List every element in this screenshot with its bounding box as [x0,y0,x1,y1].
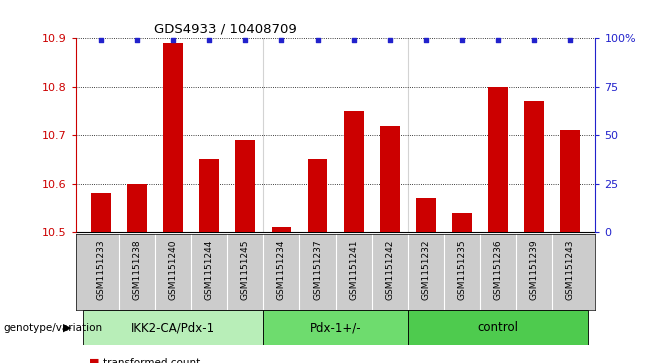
Bar [163,43,183,232]
Point [313,37,323,43]
Bar [380,126,399,232]
Point [420,37,431,43]
Bar [236,140,255,232]
Text: GSM1151235: GSM1151235 [457,240,467,300]
Text: GSM1151236: GSM1151236 [494,240,503,300]
Text: genotype/variation: genotype/variation [3,323,103,333]
Point [348,37,359,43]
Bar [416,198,436,232]
Text: Pdx-1+/-: Pdx-1+/- [310,321,361,334]
Bar [452,213,472,232]
Point [168,37,178,43]
Bar [272,228,291,232]
Text: GSM1151239: GSM1151239 [530,240,539,300]
Point [276,37,287,43]
Text: GSM1151245: GSM1151245 [241,240,250,300]
Point [565,37,576,43]
Text: GSM1151233: GSM1151233 [97,240,105,300]
Bar [408,310,588,345]
Point [529,37,540,43]
Text: GSM1151234: GSM1151234 [277,240,286,300]
Text: control: control [478,321,519,334]
Text: GDS4933 / 10408709: GDS4933 / 10408709 [154,23,296,36]
Text: GSM1151240: GSM1151240 [168,240,178,300]
Bar [307,159,328,232]
Point [493,37,503,43]
Point [457,37,467,43]
Text: GSM1151238: GSM1151238 [132,240,141,300]
Point [95,37,106,43]
Text: GSM1151237: GSM1151237 [313,240,322,300]
Text: GSM1151232: GSM1151232 [421,240,430,300]
Bar [343,111,364,232]
Bar [199,159,219,232]
Point [240,37,251,43]
Text: IKK2-CA/Pdx-1: IKK2-CA/Pdx-1 [131,321,215,334]
Bar [127,184,147,232]
Bar [561,130,580,232]
Bar [524,101,544,232]
Text: GSM1151244: GSM1151244 [205,240,214,300]
Text: GSM1151243: GSM1151243 [566,240,574,300]
Text: GSM1151242: GSM1151242 [385,240,394,300]
Text: ▶: ▶ [63,323,71,333]
Bar [488,87,508,232]
Bar [83,310,263,345]
Point [384,37,395,43]
Point [132,37,142,43]
Text: ■: ■ [89,358,99,363]
Bar [91,193,111,232]
Text: transformed count: transformed count [103,358,201,363]
Bar [263,310,408,345]
Text: GSM1151241: GSM1151241 [349,240,358,300]
Point [204,37,215,43]
